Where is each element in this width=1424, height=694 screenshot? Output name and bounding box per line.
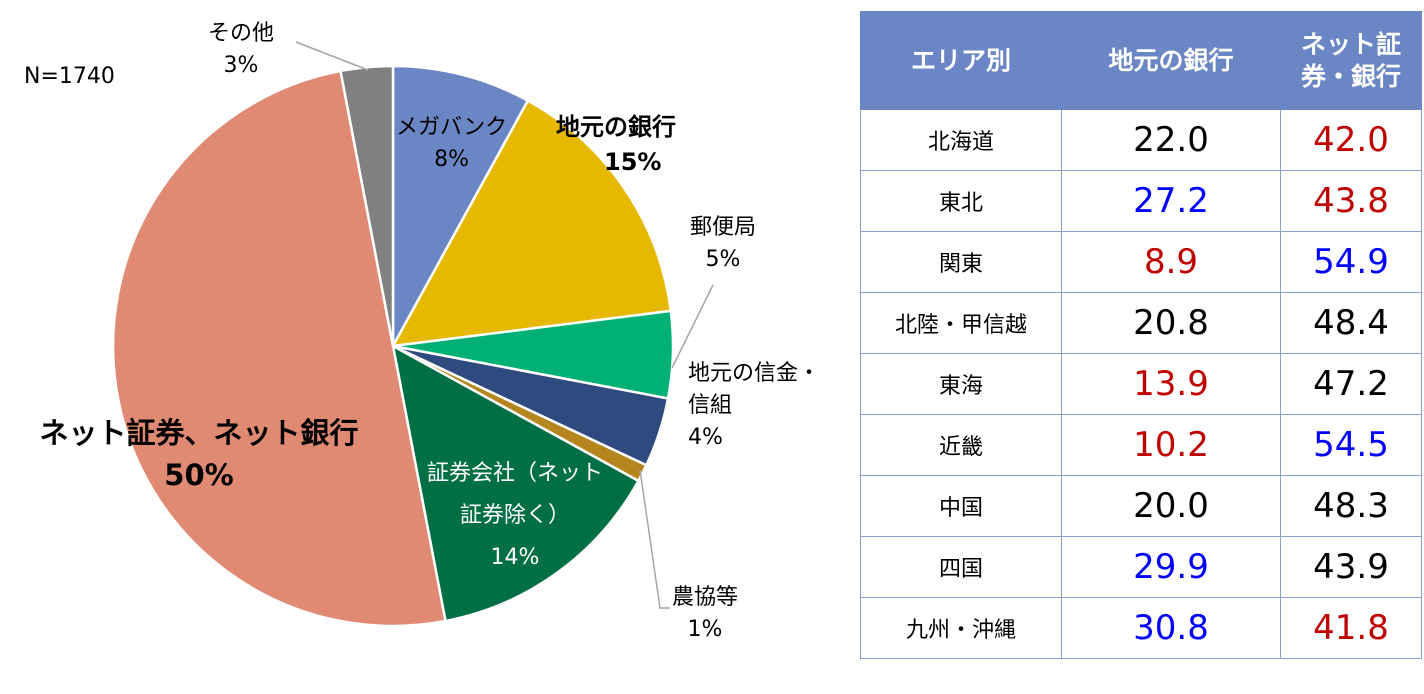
area-cell: 東北 — [860, 170, 1062, 232]
label-post-office-pct: 5% — [705, 246, 741, 272]
table-row: 東北 27.2 43.8 — [860, 170, 1422, 232]
table-row: 関東 8.9 54.9 — [860, 231, 1422, 293]
label-megabank: メガバンク 8% — [396, 112, 507, 176]
area-cell: 北海道 — [860, 109, 1062, 171]
table-row: 北海道 22.0 42.0 — [860, 109, 1422, 171]
local-bank-cell: 20.0 — [1061, 475, 1281, 537]
area-cell: 近畿 — [860, 414, 1062, 476]
pie-slice-net — [112, 69, 447, 628]
leader-other — [295, 41, 369, 71]
table-row: 近畿 10.2 54.5 — [860, 414, 1422, 476]
table-header-row: エリア別 地元の銀行 ネット証券・銀行 — [860, 11, 1422, 110]
table-row: 東海 13.9 47.2 — [860, 353, 1422, 415]
label-shinkin-pct: 4% — [688, 424, 723, 450]
label-local-bank: 地元の銀行 15% — [556, 110, 676, 180]
pie-chart — [112, 41, 714, 628]
local-bank-cell: 20.8 — [1061, 292, 1281, 354]
area-cell: 関東 — [860, 231, 1062, 293]
label-net-pct: 50% — [164, 458, 234, 493]
net-cell: 41.8 — [1280, 597, 1422, 659]
net-cell: 43.8 — [1280, 170, 1422, 232]
local-bank-cell: 13.9 — [1061, 353, 1281, 415]
net-cell: 48.4 — [1280, 292, 1422, 354]
pie-slice-other — [339, 64, 395, 347]
net-cell: 54.5 — [1280, 414, 1422, 476]
label-local-bank-pct: 15% — [604, 147, 662, 176]
net-cell: 47.2 — [1280, 353, 1422, 415]
label-nokyo-pct: 1% — [687, 616, 723, 642]
label-post-office-name: 郵便局 — [690, 215, 757, 240]
net-cell: 42.0 — [1280, 109, 1422, 171]
local-bank-cell: 29.9 — [1061, 536, 1281, 598]
local-bank-cell: 27.2 — [1061, 170, 1281, 232]
label-megabank-name: メガバンク — [396, 115, 508, 140]
local-bank-cell: 10.2 — [1061, 414, 1281, 476]
label-other-pct: 3% — [223, 52, 259, 78]
area-cell: 九州・沖縄 — [860, 597, 1062, 659]
local-bank-cell: 30.8 — [1061, 597, 1281, 659]
label-securities: 証券会社（ネット証券除く） 14% — [420, 453, 610, 578]
label-nokyo: 農協等 1% — [672, 582, 738, 646]
label-securities-name: 証券会社（ネット証券除く） — [426, 461, 603, 528]
area-table: エリア別 地元の銀行 ネット証券・銀行 北海道 22.0 42.0 東北 27.2 43.… — [860, 11, 1422, 659]
sample-size-label: N=1740 — [24, 64, 115, 89]
header-local-bank: 地元の銀行 — [1061, 11, 1281, 110]
header-net: ネット証券・銀行 — [1280, 11, 1422, 110]
table-row: 北陸・甲信越 20.8 48.4 — [860, 292, 1422, 354]
local-bank-cell: 8.9 — [1061, 231, 1281, 293]
label-shinkin: 地元の信金・信組 4% — [688, 358, 838, 454]
label-other-name: その他 — [208, 21, 275, 46]
leader-nokyo — [639, 469, 670, 609]
area-cell: 東海 — [860, 353, 1062, 415]
leader-post-office — [671, 284, 714, 369]
net-cell: 43.9 — [1280, 536, 1422, 598]
table-row: 中国 20.0 48.3 — [860, 475, 1422, 537]
label-nokyo-name: 農協等 — [672, 585, 739, 610]
area-cell: 四国 — [860, 536, 1062, 598]
pie-slice-megabank — [391, 64, 530, 347]
local-bank-cell: 22.0 — [1061, 109, 1281, 171]
label-net-name: ネット証券、ネット銀行 — [39, 416, 359, 450]
table-row: 九州・沖縄 30.8 41.8 — [860, 597, 1422, 659]
net-cell: 48.3 — [1280, 475, 1422, 537]
table-row: 四国 29.9 43.9 — [860, 536, 1422, 598]
label-megabank-pct: 8% — [434, 146, 469, 172]
area-cell: 中国 — [860, 475, 1062, 537]
header-area: エリア別 — [860, 11, 1062, 110]
pie-slice-local-bank — [390, 98, 673, 348]
label-net: ネット証券、ネット銀行 50% — [24, 412, 374, 496]
label-other: その他 3% — [208, 18, 274, 82]
net-cell: 54.9 — [1280, 231, 1422, 293]
label-shinkin-name: 地元の信金・信組 — [688, 361, 821, 418]
area-cell: 北陸・甲信越 — [860, 292, 1062, 354]
pie-slice-securities — [391, 343, 641, 623]
label-post-office: 郵便局 5% — [690, 212, 756, 276]
label-securities-pct: 14% — [490, 544, 540, 570]
label-local-bank-name: 地元の銀行 — [556, 113, 676, 141]
